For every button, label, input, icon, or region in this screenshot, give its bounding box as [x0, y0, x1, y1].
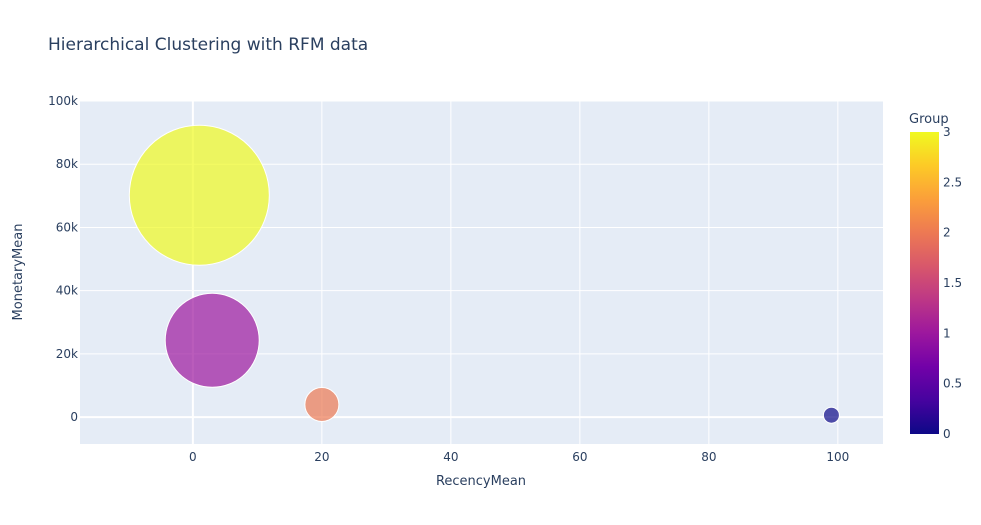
colorbar-ticks: 0 0.5 1 1.5 2 2.5 3	[943, 125, 962, 441]
x-tick-label: 100	[826, 450, 849, 464]
colorbar-tick-label: 3	[943, 125, 951, 139]
colorbar: Group 0 0.5 1 1.5 2 2.5 3	[909, 112, 962, 441]
bubble-group-1[interactable]	[164, 292, 260, 388]
bubble-group-2[interactable]	[304, 386, 340, 422]
bubble-series	[128, 124, 840, 424]
bubble-group-0[interactable]	[822, 406, 840, 424]
colorbar-title: Group	[909, 112, 949, 127]
y-tick-label: 0	[70, 410, 78, 424]
colorbar-tick-label: 1	[943, 326, 951, 340]
bubble-group-3[interactable]	[128, 124, 270, 266]
x-tick-label: 60	[572, 450, 587, 464]
colorbar-tick-label: 2.5	[943, 175, 962, 189]
x-axis-title: RecencyMean	[436, 474, 526, 489]
y-axis-ticks: 0 20k 40k 60k 80k 100k	[48, 94, 78, 424]
y-axis-title: MonetaryMean	[11, 224, 26, 321]
chart-title: Hierarchical Clustering with RFM data	[48, 35, 368, 55]
x-tick-label: 0	[189, 450, 197, 464]
colorbar-tick-label: 2	[943, 226, 951, 240]
colorbar-tick-label: 1.5	[943, 276, 962, 290]
colorbar-tick-label: 0	[943, 427, 951, 441]
x-axis-ticks: 0 20 40 60 80 100	[189, 450, 849, 464]
x-tick-label: 80	[701, 450, 716, 464]
colorbar-tick-label: 0.5	[943, 377, 962, 391]
x-tick-label: 40	[443, 450, 458, 464]
colorbar-scale	[910, 132, 939, 434]
y-tick-label: 20k	[56, 347, 78, 361]
y-tick-label: 80k	[56, 157, 78, 171]
y-tick-label: 100k	[48, 94, 78, 108]
y-tick-label: 60k	[56, 220, 78, 234]
x-tick-label: 20	[314, 450, 329, 464]
y-tick-label: 40k	[56, 284, 78, 298]
